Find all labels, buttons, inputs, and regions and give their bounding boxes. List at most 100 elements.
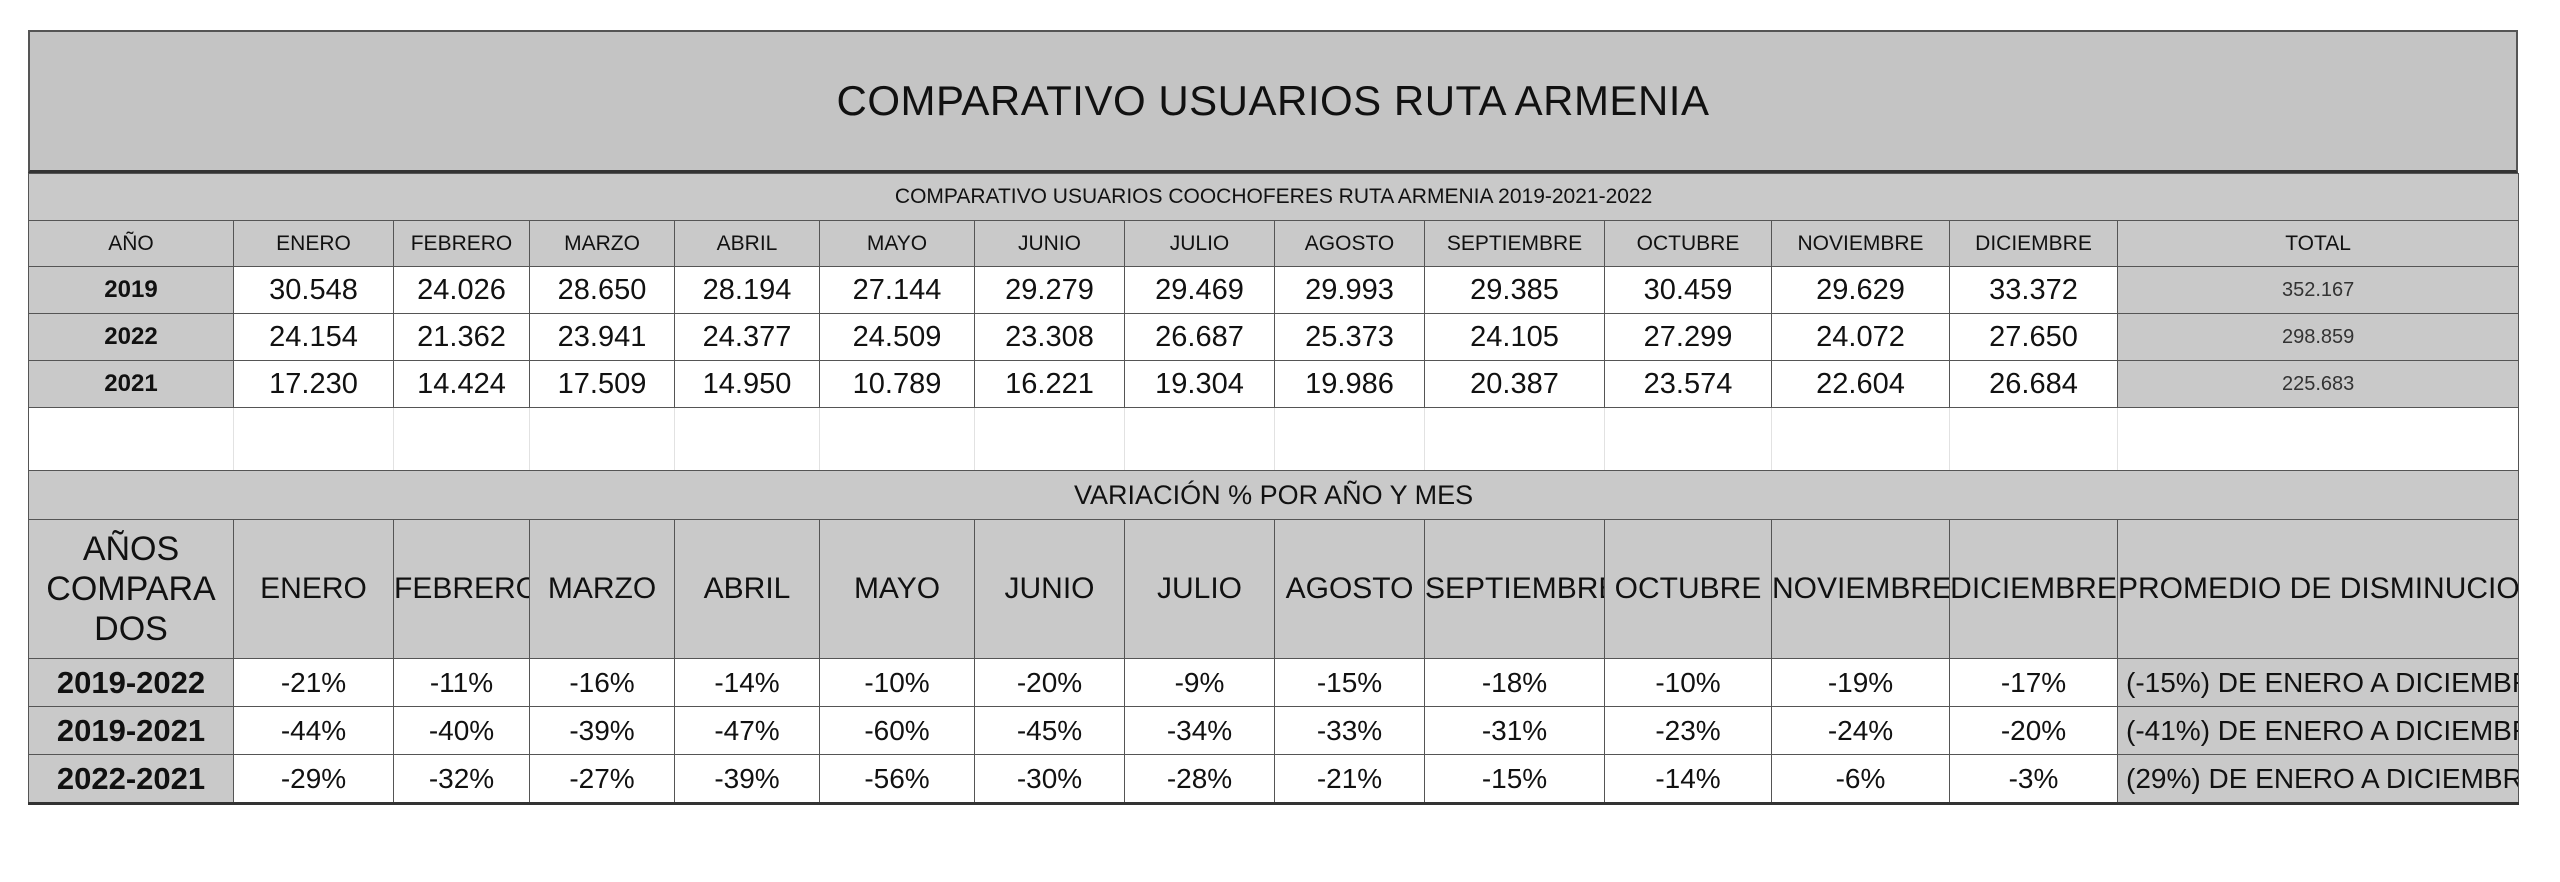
header-cell: AGOSTO — [1274, 519, 1425, 659]
header-cell: AÑOS COMPARA DOS — [28, 519, 234, 659]
value-cell: 17.230 — [233, 360, 394, 408]
value-cell: 30.459 — [1604, 266, 1772, 314]
value-cell: 16.221 — [974, 360, 1125, 408]
header-cell: NOVIEMBRE — [1771, 519, 1950, 659]
total-cell: 352.167 — [2116, 266, 2520, 314]
value-cell: 24.026 — [393, 266, 530, 314]
header-cell: ABRIL — [674, 519, 820, 659]
header-cell: SEPTIEMBRE — [1424, 220, 1605, 267]
year-pair-cell: 2019-2021 — [28, 706, 234, 755]
header-cell: ABRIL — [674, 220, 820, 267]
average-decrease-cell: (-41%) DE ENERO A DICIEMBRE — [2116, 706, 2520, 755]
value-cell: 14.424 — [393, 360, 530, 408]
header-cell: FEBRERO — [393, 519, 530, 659]
percent-cell: -21% — [1274, 754, 1425, 805]
users-row-2022: 2022 24.154 21.362 23.941 24.377 24.509 … — [28, 313, 2520, 361]
header-cell: NOVIEMBRE — [1771, 220, 1950, 267]
value-cell: 23.941 — [529, 313, 675, 361]
blank-cell — [529, 407, 675, 471]
value-cell: 24.072 — [1771, 313, 1950, 361]
value-cell: 24.105 — [1424, 313, 1605, 361]
percent-cell: -10% — [1604, 658, 1772, 707]
blank-cell — [1124, 407, 1275, 471]
percent-cell: -27% — [529, 754, 675, 805]
users-table-subtitle: COMPARATIVO USUARIOS COOCHOFERES RUTA AR… — [27, 173, 2520, 221]
percent-cell: -34% — [1124, 706, 1275, 755]
percent-cell: -21% — [233, 658, 394, 707]
total-cell: 298.859 — [2116, 313, 2520, 361]
header-cell: DICIEMBRE — [1949, 519, 2118, 659]
average-decrease-cell: (29%) DE ENERO A DICIEMBRE — [2116, 754, 2520, 805]
percent-cell: -11% — [393, 658, 530, 707]
header-cell: MARZO — [529, 220, 675, 267]
average-decrease-cell: (-15%) DE ENERO A DICIEMBRE — [2116, 658, 2520, 707]
value-cell: 27.144 — [819, 266, 975, 314]
value-cell: 30.548 — [233, 266, 394, 314]
blank-cell — [1771, 407, 1950, 471]
value-cell: 24.377 — [674, 313, 820, 361]
blank-cell — [28, 407, 234, 471]
year-cell: 2019 — [28, 266, 234, 314]
blank-cell — [1274, 407, 1425, 471]
percent-cell: -20% — [974, 658, 1125, 707]
percent-cell: -44% — [233, 706, 394, 755]
year-cell: 2021 — [28, 360, 234, 408]
value-cell: 29.629 — [1771, 266, 1950, 314]
header-cell: JUNIO — [974, 519, 1125, 659]
blank-row — [28, 407, 2520, 471]
value-cell: 25.373 — [1274, 313, 1425, 361]
value-cell: 28.650 — [529, 266, 675, 314]
percent-cell: -39% — [674, 754, 820, 805]
users-row-2019: 2019 30.548 24.026 28.650 28.194 27.144 … — [28, 266, 2520, 314]
comparison-table: COMPARATIVO USUARIOS COOCHOFERES RUTA AR… — [27, 173, 2520, 805]
percent-cell: -29% — [233, 754, 394, 805]
blank-cell — [1424, 407, 1605, 471]
blank-cell — [1949, 407, 2118, 471]
header-cell: ENERO — [233, 519, 394, 659]
header-cell: OCTUBRE — [1604, 519, 1772, 659]
value-cell: 33.372 — [1949, 266, 2118, 314]
value-cell: 24.154 — [233, 313, 394, 361]
header-cell: JUNIO — [974, 220, 1125, 267]
value-cell: 29.279 — [974, 266, 1125, 314]
blank-cell — [674, 407, 820, 471]
percent-cell: -19% — [1771, 658, 1950, 707]
header-cell: SEPTIEMBRE — [1424, 519, 1605, 659]
percent-cell: -14% — [674, 658, 820, 707]
blank-cell — [2116, 407, 2520, 471]
variation-row-2019-2021: 2019-2021 -44% -40% -39% -47% -60% -45% … — [28, 706, 2520, 755]
blank-cell — [233, 407, 394, 471]
percent-cell: -47% — [674, 706, 820, 755]
blank-cell — [819, 407, 975, 471]
header-cell: OCTUBRE — [1604, 220, 1772, 267]
percent-cell: -24% — [1771, 706, 1950, 755]
header-cell: PROMEDIO DE DISMINUCION — [2116, 519, 2520, 659]
value-cell: 20.387 — [1424, 360, 1605, 408]
blank-cell — [1604, 407, 1772, 471]
header-cell: ENERO — [233, 220, 394, 267]
header-cell: DICIEMBRE — [1949, 220, 2118, 267]
percent-cell: -18% — [1424, 658, 1605, 707]
value-cell: 29.469 — [1124, 266, 1275, 314]
blank-cell — [974, 407, 1125, 471]
value-cell: 28.194 — [674, 266, 820, 314]
percent-cell: -30% — [974, 754, 1125, 805]
percent-cell: -28% — [1124, 754, 1275, 805]
header-cell: JULIO — [1124, 519, 1275, 659]
value-cell: 23.574 — [1604, 360, 1772, 408]
percent-cell: -39% — [529, 706, 675, 755]
value-cell: 27.299 — [1604, 313, 1772, 361]
header-cell: TOTAL — [2116, 220, 2520, 267]
value-cell: 23.308 — [974, 313, 1125, 361]
percent-cell: -15% — [1274, 658, 1425, 707]
variation-header-row: AÑOS COMPARA DOS ENERO FEBRERO MARZO ABR… — [28, 519, 2520, 659]
header-cell: JULIO — [1124, 220, 1275, 267]
percent-cell: -56% — [819, 754, 975, 805]
percent-cell: -31% — [1424, 706, 1605, 755]
header-cell: MAYO — [819, 519, 975, 659]
header-cell: MARZO — [529, 519, 675, 659]
header-cell: MAYO — [819, 220, 975, 267]
year-pair-cell: 2022-2021 — [28, 754, 234, 805]
year-pair-cell: 2019-2022 — [28, 658, 234, 707]
year-cell: 2022 — [28, 313, 234, 361]
